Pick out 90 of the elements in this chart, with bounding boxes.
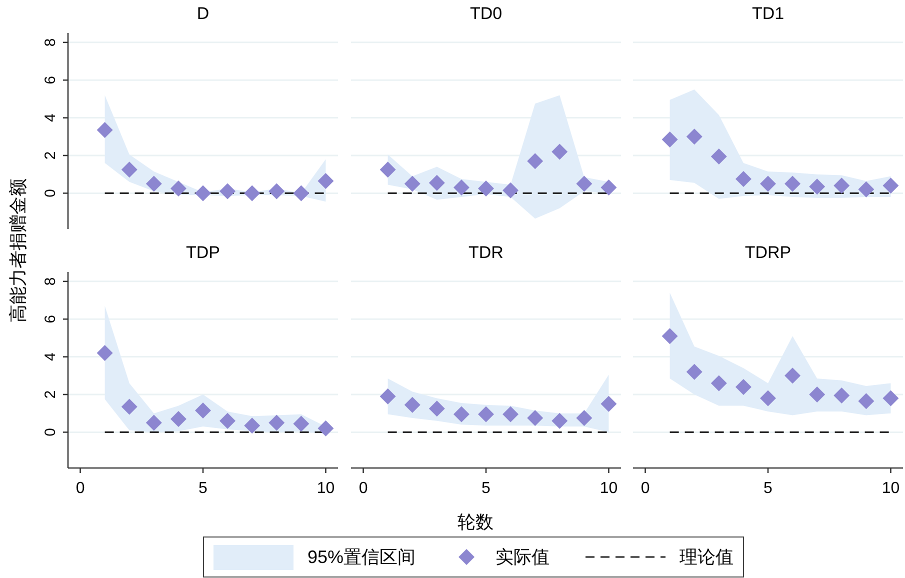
y-tick-label: 2	[42, 151, 59, 160]
point	[502, 182, 519, 198]
y-tick-label: 4	[42, 114, 59, 122]
point	[428, 400, 445, 417]
point	[121, 162, 138, 178]
point	[809, 178, 826, 195]
point	[220, 412, 236, 429]
x-tick-label: 0	[76, 480, 85, 497]
point	[244, 185, 260, 202]
y-axis-title: 高能力者捐赠金额	[8, 178, 28, 322]
point	[268, 183, 285, 200]
point	[552, 412, 568, 429]
y-tick-label: 8	[42, 277, 59, 286]
point	[735, 171, 752, 188]
point	[735, 378, 752, 395]
point	[453, 406, 470, 422]
point	[760, 176, 776, 192]
point	[170, 180, 186, 196]
y-tick-label: 2	[42, 390, 59, 399]
point	[600, 396, 617, 412]
point	[380, 162, 396, 178]
point	[662, 328, 678, 344]
point	[882, 178, 899, 194]
point	[478, 406, 494, 422]
point	[146, 176, 162, 192]
chart-title: TD1	[752, 4, 784, 23]
point	[686, 364, 702, 380]
x-tick-label: 0	[358, 480, 368, 497]
point	[96, 345, 113, 362]
point	[552, 144, 568, 160]
point	[784, 368, 801, 384]
point	[576, 176, 592, 192]
point	[220, 183, 236, 200]
chart-title: TDR	[468, 243, 504, 262]
point	[146, 414, 162, 431]
point	[195, 185, 211, 202]
legend-label: 实际值	[496, 547, 550, 567]
point	[834, 178, 850, 194]
y-tick-label: 0	[42, 428, 59, 436]
point	[293, 185, 310, 202]
point	[293, 416, 310, 432]
point	[882, 390, 899, 406]
x-tick-label: 10	[316, 480, 335, 497]
point	[527, 410, 544, 426]
x-tick-label: 5	[198, 480, 208, 497]
point	[527, 153, 544, 170]
point	[404, 396, 420, 413]
x-tick-label: 10	[600, 480, 618, 497]
chart-title: TD0	[470, 4, 502, 23]
legend-label: 理论值	[680, 547, 734, 567]
point	[858, 393, 874, 410]
point	[576, 410, 592, 426]
x-tick-label: 5	[764, 480, 773, 497]
x-axis-title: 轮数	[458, 512, 494, 532]
y-tick-label: 6	[42, 314, 59, 324]
point	[834, 387, 850, 404]
point	[710, 148, 727, 164]
point	[809, 386, 826, 402]
point	[784, 176, 801, 192]
point	[760, 390, 776, 406]
point	[478, 180, 494, 196]
y-tick-label: 8	[42, 38, 59, 47]
chart-title: TDP	[186, 243, 220, 262]
point	[121, 398, 138, 415]
point	[686, 128, 702, 145]
x-tick-label: 5	[482, 480, 491, 497]
text: 95%置信区间	[307, 547, 416, 567]
point	[318, 172, 334, 189]
y-tick-label: 4	[42, 352, 59, 361]
point	[380, 388, 396, 404]
chart-title: D	[196, 4, 210, 23]
point	[318, 420, 334, 436]
y-tick-label: 0	[42, 189, 59, 198]
point	[858, 181, 874, 198]
point	[600, 180, 617, 196]
point	[96, 122, 113, 138]
point	[268, 414, 285, 431]
point	[404, 176, 420, 192]
point	[710, 375, 727, 392]
point	[502, 406, 519, 422]
x-tick-label: 10	[882, 480, 900, 497]
point	[662, 131, 678, 148]
point	[453, 180, 470, 196]
point	[244, 418, 260, 434]
chart-title: TDRP	[744, 243, 792, 262]
point	[195, 402, 211, 419]
point	[428, 174, 445, 191]
x-tick-label: 0	[640, 480, 650, 497]
point	[170, 411, 186, 427]
y-tick-label: 6	[42, 76, 59, 84]
